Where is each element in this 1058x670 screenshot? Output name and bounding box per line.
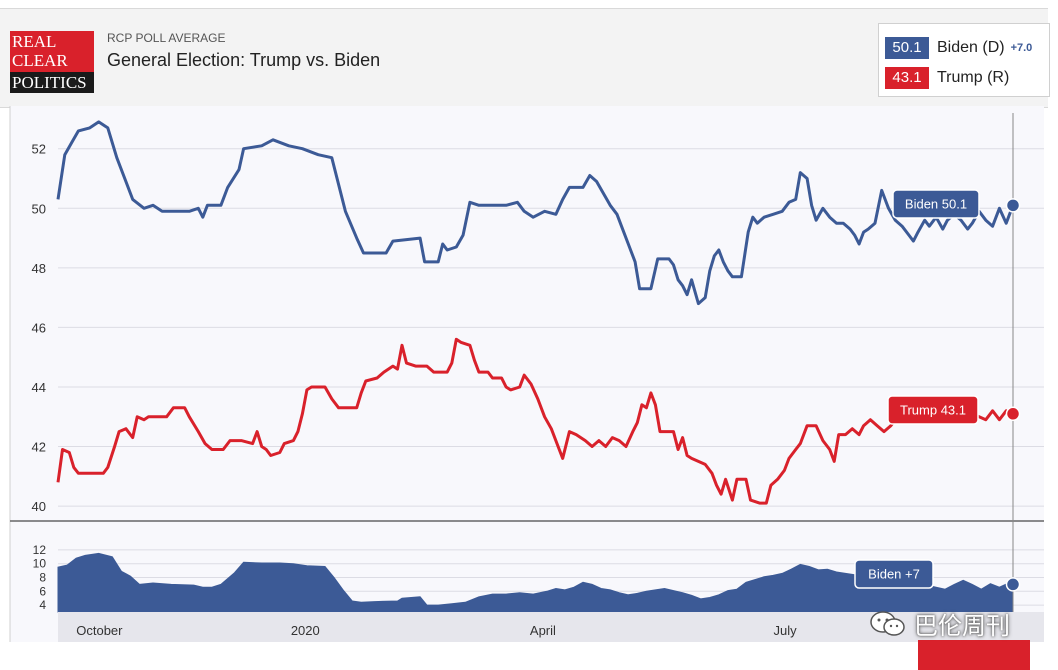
- chart-title: General Election: Trump vs. Biden: [107, 50, 381, 70]
- x-axis-labels: October 2020 April July: [76, 623, 797, 638]
- spread-label-box: [854, 559, 934, 589]
- chart-header: REAL CLEAR POLITICS RCP POLL AVERAGE Gen…: [0, 8, 1050, 108]
- legend-row-biden[interactable]: 50.1 Biden (D) +7.0: [885, 37, 1032, 59]
- legend-trump-name: Trump (R): [937, 69, 1010, 86]
- trump-end-marker[interactable]: [1005, 406, 1021, 422]
- logo-black-block: [10, 72, 94, 93]
- logo-line-3: POLITICS: [12, 73, 87, 92]
- legend: 50.1 Biden (D) +7.0 43.1 Trump (R): [878, 23, 1050, 97]
- legend-biden-name: Biden (D): [937, 39, 1005, 56]
- rcp-logo: REAL CLEAR POLITICS: [10, 31, 94, 93]
- trump-label-box: [887, 395, 979, 425]
- legend-biden-spread: +7.0: [1010, 42, 1033, 54]
- watermark: 巴伦周刊: [868, 606, 1010, 641]
- trump-label: Trump 43.1: [900, 403, 966, 418]
- spread-end-marker[interactable]: [1005, 577, 1021, 592]
- y-tick-label: 44: [32, 380, 46, 395]
- spread-y-tick-label: 12: [33, 543, 47, 557]
- chart-kicker: RCP POLL AVERAGE: [107, 31, 226, 45]
- logo-red-block: [10, 31, 94, 72]
- legend-trump-value: 43.1: [885, 67, 929, 89]
- y-tick-label: 52: [32, 142, 46, 157]
- plot-background: [10, 106, 1044, 642]
- spread-y-tick-label: 8: [39, 571, 46, 585]
- spread-y-tick-label: 6: [39, 584, 46, 598]
- series-group: [56, 120, 1015, 613]
- y-tick-label: 50: [32, 201, 46, 216]
- spread-label: Biden +7: [868, 567, 920, 582]
- legend-row-trump[interactable]: 43.1 Trump (R): [885, 67, 1009, 89]
- watermark-text: 巴伦周刊: [914, 612, 1010, 640]
- wechat-icon: [870, 610, 905, 636]
- series-line-biden[interactable]: [56, 120, 1015, 306]
- series-line-trump[interactable]: [56, 337, 1014, 505]
- logo-line-2: CLEAR: [12, 51, 68, 70]
- spread-y-tick-label: 10: [33, 557, 47, 571]
- x-tick-label: July: [774, 623, 798, 638]
- biden-end-marker[interactable]: [1005, 198, 1021, 213]
- y-tick-label: 48: [32, 261, 46, 276]
- spread-y-tick-label: 4: [39, 598, 46, 612]
- legend-biden-value: 50.1: [885, 37, 929, 59]
- biden-label-box: [892, 189, 980, 219]
- x-tick-label: October: [76, 623, 123, 638]
- biden-label: Biden 50.1: [905, 197, 967, 212]
- main-gridlines: [58, 148, 1044, 507]
- end-labels: Biden 50.1 Trump 43.1 Biden +7: [854, 189, 1021, 592]
- y-tick-label: 40: [32, 499, 46, 514]
- y-tick-label: 46: [32, 320, 46, 335]
- main-y-ticks: 40 42 44 46 48 50 52: [32, 142, 46, 514]
- x-tick-label: 2020: [291, 623, 320, 638]
- y-tick-label: 42: [32, 440, 46, 455]
- date-ribbon: [918, 640, 1030, 670]
- x-tick-label: April: [530, 623, 556, 638]
- logo-line-1: REAL: [12, 32, 57, 51]
